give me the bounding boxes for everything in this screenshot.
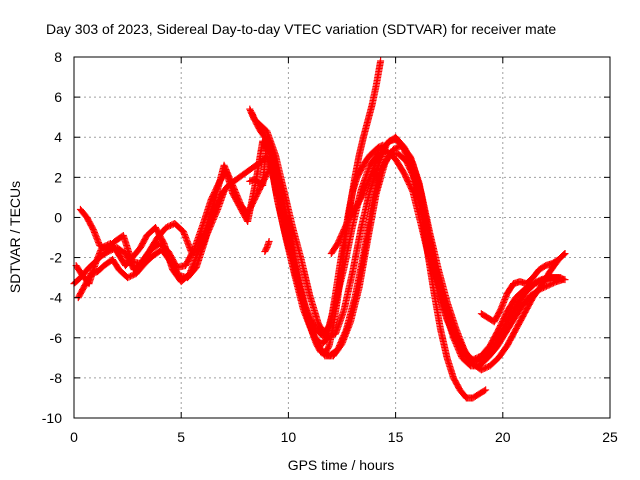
y-tick-label: 0 xyxy=(54,209,62,225)
x-tick-label: 20 xyxy=(495,429,511,445)
data-point xyxy=(557,274,565,282)
series-trace-8 xyxy=(477,250,569,326)
x-tick-label: 25 xyxy=(602,429,618,445)
data-point xyxy=(220,187,228,195)
y-tick-label: -2 xyxy=(50,250,63,266)
series-trace-4 xyxy=(72,149,565,366)
data-point xyxy=(265,238,273,246)
series-trace-6 xyxy=(246,135,387,348)
data-point xyxy=(342,327,350,335)
data-point xyxy=(480,387,488,395)
series-trace-7 xyxy=(261,135,490,402)
x-tick-label: 10 xyxy=(281,429,297,445)
data-layer xyxy=(70,57,569,402)
data-point xyxy=(482,386,490,394)
y-tick-label: 6 xyxy=(54,89,62,105)
y-tick-label: -6 xyxy=(50,330,63,346)
x-tick-label: 5 xyxy=(177,429,185,445)
chart-title: Day 303 of 2023, Sidereal Day-to-day VTE… xyxy=(46,21,556,37)
data-point xyxy=(377,57,385,65)
y-tick-label: 2 xyxy=(54,169,62,185)
y-tick-label: 8 xyxy=(54,49,62,65)
y-axis-label: SDTVAR / TECUs xyxy=(7,181,23,293)
y-tick-label: 4 xyxy=(54,129,62,145)
y-tick-label: -10 xyxy=(42,410,62,426)
y-tick-label: -4 xyxy=(50,290,63,306)
x-tick-label: 15 xyxy=(388,429,404,445)
x-tick-label: 0 xyxy=(70,429,78,445)
x-axis-label: GPS time / hours xyxy=(288,457,395,473)
y-tick-label: -8 xyxy=(50,370,63,386)
